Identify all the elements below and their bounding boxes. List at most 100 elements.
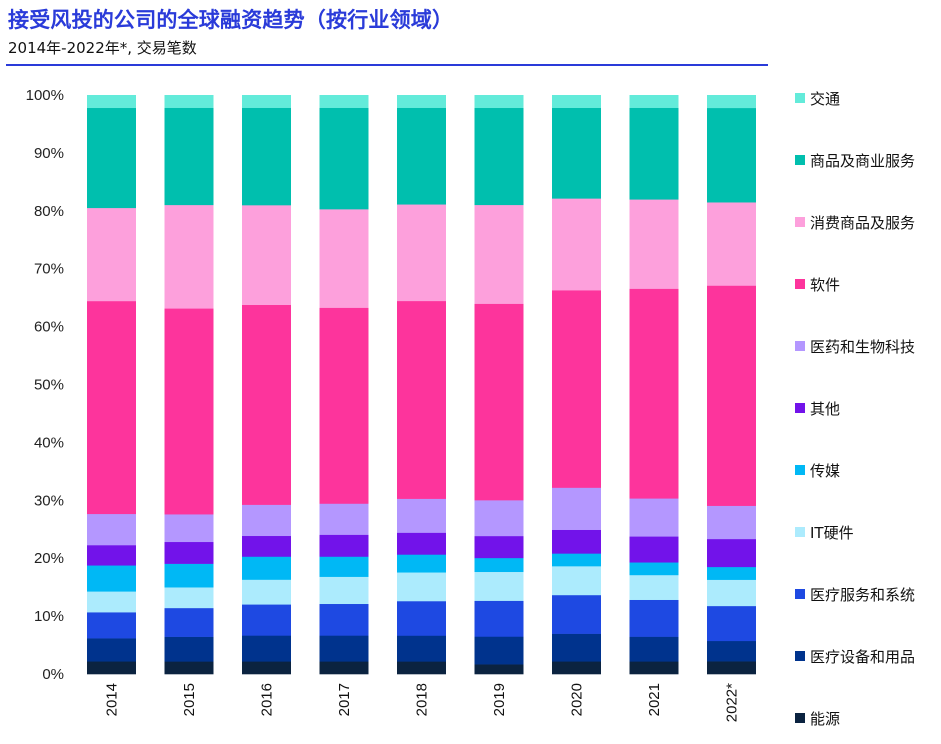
bar-segment xyxy=(707,95,756,109)
bar-segment xyxy=(87,107,136,209)
legend-item: 消费商品及服务 xyxy=(795,212,915,232)
legend-label: 医药和生物科技 xyxy=(810,337,916,356)
bar-segment xyxy=(319,307,369,504)
bar-segment xyxy=(474,600,524,637)
bar-segment xyxy=(164,636,214,662)
bar-segment xyxy=(87,565,136,592)
bar-segment xyxy=(242,635,291,662)
bar-segment xyxy=(629,199,679,289)
bar-segment xyxy=(87,300,136,515)
legend-item: 医药和生物科技 xyxy=(795,336,915,356)
bar-segment xyxy=(397,95,446,108)
y-tick-label: 70% xyxy=(34,261,64,278)
bar-segment xyxy=(552,107,601,199)
legend-item: 软件 xyxy=(795,274,840,294)
legend-label: IT硬件 xyxy=(810,523,854,542)
legend-swatch-icon xyxy=(795,651,805,661)
legend-swatch-icon xyxy=(795,403,805,413)
bar-stack-2017 xyxy=(319,95,369,675)
legend-label: 消费商品及服务 xyxy=(810,213,916,232)
bar-segment xyxy=(319,107,369,210)
bar-segment xyxy=(164,607,214,637)
bar-segment xyxy=(87,591,136,613)
y-tick-label: 40% xyxy=(34,434,64,451)
bar-segment xyxy=(552,198,601,291)
legend-swatch-icon xyxy=(795,93,805,103)
y-tick-label: 20% xyxy=(34,550,64,567)
bar-segment xyxy=(474,571,524,601)
bar-segment xyxy=(242,205,291,306)
bar-stack-2018 xyxy=(397,95,446,675)
bar-segment xyxy=(707,566,756,580)
bar-segment xyxy=(319,209,369,308)
legend-label: 能源 xyxy=(810,709,841,728)
bar-segment xyxy=(397,204,446,302)
bar-stack-2021 xyxy=(629,95,679,675)
bar-segment xyxy=(397,300,446,499)
legend-swatch-icon xyxy=(795,217,805,227)
bar-segment xyxy=(629,95,679,108)
bar-segment xyxy=(629,599,679,637)
y-tick-label: 10% xyxy=(34,608,64,625)
bar-segment xyxy=(164,587,214,609)
bar-segment xyxy=(242,504,291,537)
x-tick-label: 2019 xyxy=(491,683,508,716)
legend-item: 其他 xyxy=(795,398,840,418)
bar-segment xyxy=(552,633,601,662)
bar-segment xyxy=(629,661,679,675)
bar-segment xyxy=(164,661,214,675)
bar-segment xyxy=(552,487,601,530)
bar-segment xyxy=(474,95,524,109)
bar-segment xyxy=(552,290,601,488)
bar-segment xyxy=(164,514,214,543)
bar-segment xyxy=(242,535,291,557)
bar-segment xyxy=(552,95,601,108)
bar-segment xyxy=(87,545,136,566)
bar-segment xyxy=(474,500,524,537)
x-axis: 2014 2015 2016 2017 2018 2019 2020 2021 2022* xyxy=(104,683,741,722)
chart-title: 接受风投的公司的全球融资趋势（按行业领域） xyxy=(8,8,454,32)
bar-segment xyxy=(707,285,756,506)
bar-segment xyxy=(474,535,524,559)
legend-swatch-icon xyxy=(795,279,805,289)
bar-segment xyxy=(242,304,291,505)
bar-segment xyxy=(164,204,214,309)
bar-segment xyxy=(474,107,524,206)
bar-segment xyxy=(87,661,136,675)
bar-segment xyxy=(242,579,291,605)
bar-segment xyxy=(629,562,679,576)
bar-segment xyxy=(164,563,214,588)
bar-segment xyxy=(552,594,601,634)
bar-segment xyxy=(474,664,524,675)
bar-segment xyxy=(397,532,446,555)
legend-item: IT硬件 xyxy=(795,522,854,542)
bar-segment xyxy=(474,636,524,665)
legend-label: 交通 xyxy=(810,89,841,108)
y-axis: 0% 10% 20% 30% 40% 50% 60% 70% 80% 90% 100% xyxy=(26,87,64,683)
legend-label: 医疗服务和系统 xyxy=(810,585,916,604)
bar-segment xyxy=(319,603,369,636)
bar-segment xyxy=(242,604,291,636)
legend-swatch-icon xyxy=(795,341,805,351)
bar-stack-2014 xyxy=(87,95,136,675)
legend-label: 传媒 xyxy=(810,461,841,480)
bar-segment xyxy=(242,95,291,108)
legend-item: 医疗服务和系统 xyxy=(795,584,915,604)
bar-segment xyxy=(707,605,756,642)
bar-segment xyxy=(629,536,679,563)
bar-segment xyxy=(164,107,214,206)
bar-segment xyxy=(474,303,524,501)
legend-label: 软件 xyxy=(810,275,841,294)
bar-segment xyxy=(629,288,679,499)
y-tick-label: 0% xyxy=(42,666,64,683)
bar-segment xyxy=(242,556,291,580)
bar-segment xyxy=(552,661,601,675)
bar-segment xyxy=(629,498,679,537)
x-tick-label: 2018 xyxy=(414,683,431,716)
x-tick-label: 2015 xyxy=(181,683,198,716)
legend-swatch-icon xyxy=(795,155,805,165)
y-tick-label: 100% xyxy=(26,87,64,104)
bar-segment xyxy=(319,661,369,675)
bar-segment xyxy=(397,635,446,662)
bar-segment xyxy=(707,579,756,607)
